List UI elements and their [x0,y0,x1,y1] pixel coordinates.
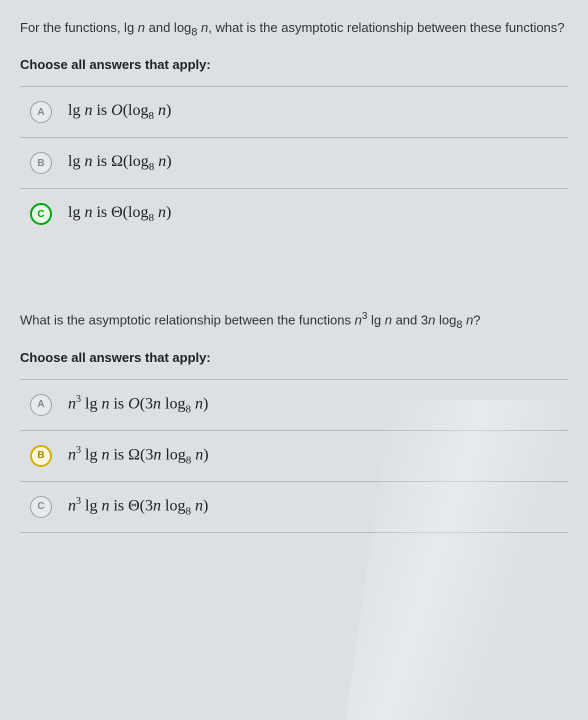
q1-option-b[interactable]: B lg n is Ω(log8 n) [20,137,568,188]
q2-option-a[interactable]: A n3 lg n is O(3n log8 n) [20,379,568,430]
option-text: lg n is Ω(log8 n) [68,153,172,173]
option-text: n3 lg n is Θ(3n log8 n) [68,496,208,518]
option-text: lg n is O(log8 n) [68,102,171,122]
q1-instruction: Choose all answers that apply: [20,57,568,72]
option-bubble-b: B [30,152,52,174]
q2-instruction: Choose all answers that apply: [20,350,568,365]
option-bubble-c: C [30,203,52,225]
q1-option-a[interactable]: A lg n is O(log8 n) [20,86,568,137]
q2-option-b[interactable]: B n3 lg n is Ω(3n log8 n) [20,430,568,481]
spacer [20,239,568,309]
option-bubble-a: A [30,394,52,416]
option-bubble-c: C [30,496,52,518]
quiz-page: For the functions, lg n and log8 n, what… [0,0,588,533]
q2-prompt: What is the asymptotic relationship betw… [20,309,568,333]
option-bubble-a: A [30,101,52,123]
option-bubble-b: B [30,445,52,467]
q2-option-c[interactable]: C n3 lg n is Θ(3n log8 n) [20,481,568,533]
q1-prompt: For the functions, lg n and log8 n, what… [20,18,568,41]
option-text: n3 lg n is O(3n log8 n) [68,394,208,416]
option-text: n3 lg n is Ω(3n log8 n) [68,445,209,467]
q1-option-c[interactable]: C lg n is Θ(log8 n) [20,188,568,239]
option-text: lg n is Θ(log8 n) [68,204,171,224]
